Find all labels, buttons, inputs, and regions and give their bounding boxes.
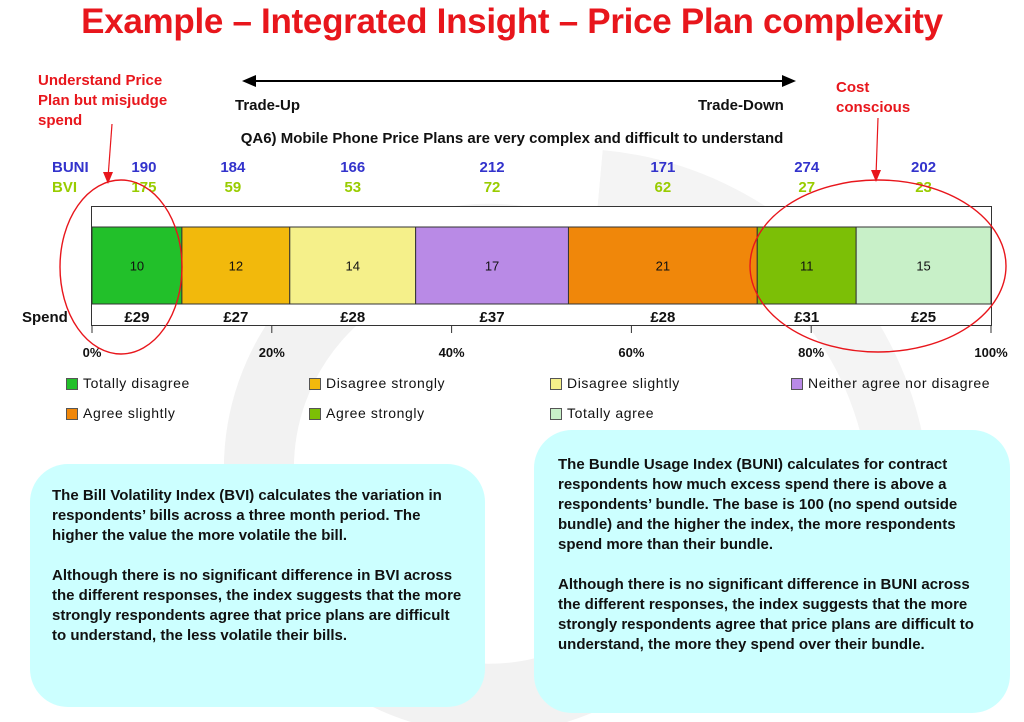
legend-label: Totally agree: [567, 405, 655, 421]
callout-line: conscious: [836, 99, 911, 116]
legend-swatch: [550, 378, 562, 391]
spend-value: £27: [223, 309, 248, 326]
bar-value-label: 11: [800, 259, 814, 274]
buni-row-label: BUNI: [52, 159, 89, 176]
bvi-info-box: The Bill Volatility Index (BVI) calculat…: [30, 464, 485, 707]
buni-value: 190: [131, 159, 157, 176]
trade-arrow: [242, 75, 796, 87]
bar-segment: [567, 226, 758, 305]
bvi-row-label: BVI: [52, 179, 78, 196]
buni-value: 212: [479, 159, 505, 176]
x-tick-label: 0%: [83, 345, 102, 360]
legend-label: Disagree strongly: [326, 375, 446, 391]
buni-values-row: 190 184 166 212 171 274 202: [0, 159, 1024, 179]
spend-value: £25: [911, 309, 936, 326]
bar-value-label: 10: [130, 259, 144, 274]
bvi-value: 72: [483, 179, 501, 196]
bvi-values-row: 175 59 53 72 62 27 23: [0, 179, 1024, 199]
legend-swatch: [66, 378, 78, 391]
callout-cost-conscious: Cost conscious: [836, 78, 910, 118]
legend-item: Neither agree nor disagree: [791, 375, 990, 391]
spend-value: £28: [650, 309, 675, 326]
legend-swatch: [550, 408, 562, 421]
buni-value: 202: [911, 159, 937, 176]
callout-line: spend: [38, 112, 83, 129]
x-tick-label: 60%: [618, 345, 644, 360]
trade-down-label: Trade-Down: [698, 97, 784, 114]
spend-value: £37: [480, 309, 505, 326]
buni-info-paragraph: The Bundle Usage Index (BUNI) calculates…: [558, 456, 958, 553]
bvi-value: 27: [798, 179, 816, 196]
legend-label: Totally disagree: [83, 375, 190, 391]
bar-segment: [855, 226, 992, 305]
chart-question: QA6) Mobile Phone Price Plans are very c…: [240, 130, 784, 147]
legend-item: Disagree slightly: [550, 375, 680, 391]
x-tick-label: 100%: [974, 345, 1008, 360]
bar-segment: [415, 226, 569, 305]
x-tick-label: 20%: [259, 345, 285, 360]
bar-value-label: 14: [345, 259, 359, 274]
callout-annotations: [59, 117, 1007, 355]
legend-item: Agree strongly: [309, 405, 425, 421]
spend-row-label: Spend: [22, 309, 68, 326]
trade-up-label: Trade-Up: [235, 97, 301, 114]
x-tick-label: 40%: [439, 345, 465, 360]
callout-line: Understand Price: [38, 72, 163, 89]
buni-info-box: The Bundle Usage Index (BUNI) calculates…: [534, 430, 1010, 713]
stacked-bar-chart: 10 £29 12 £27 14 £28 17 £37 21 £28 11 £31 15 £25 0% 20%…: [83, 226, 1008, 360]
bvi-value: 53: [344, 179, 362, 196]
buni-value: 274: [794, 159, 820, 176]
bar-segment: [289, 226, 417, 305]
legend-label: Agree strongly: [326, 405, 425, 421]
page-title: Example – Integrated Insight – Price Pla…: [81, 2, 943, 41]
legend-label: Disagree slightly: [567, 375, 680, 391]
bar-segment: [91, 226, 183, 305]
bar-value-label: 15: [916, 259, 930, 274]
bar-value-label: 21: [656, 259, 670, 274]
legend-item: Agree slightly: [66, 405, 175, 421]
legend-swatch: [791, 378, 803, 391]
bvi-value: 23: [915, 179, 932, 196]
legend-swatch: [309, 408, 321, 421]
bvi-value: 59: [224, 179, 242, 196]
spend-value: £31: [794, 309, 819, 326]
bar-value-label: 12: [229, 259, 243, 274]
bar-value-label: 17: [485, 259, 499, 274]
legend-item: Disagree strongly: [309, 375, 445, 391]
x-tick-label: 80%: [798, 345, 824, 360]
bar-segment: [181, 226, 291, 305]
buni-value: 184: [220, 159, 246, 176]
buni-value: 171: [650, 159, 676, 176]
spend-value: £29: [124, 309, 149, 326]
callout-line: Plan but misjudge: [38, 92, 168, 109]
legend-swatch: [309, 378, 321, 391]
legend-swatch: [66, 408, 78, 421]
legend-item: Totally agree: [550, 405, 654, 421]
legend-item: Totally disagree: [66, 375, 190, 391]
callout-line: Cost: [836, 79, 870, 96]
buni-info-paragraph: Although there is no significant differe…: [558, 576, 974, 653]
bvi-info-paragraph: The Bill Volatility Index (BVI) calculat…: [52, 487, 442, 544]
bar-segment: [756, 226, 857, 305]
bvi-value: 62: [654, 179, 672, 196]
legend-label: Neither agree nor disagree: [808, 375, 991, 391]
callout-misjudge-spend: Understand Price Plan but misjudge spend: [38, 71, 167, 131]
legend-label: Agree slightly: [83, 405, 176, 421]
bvi-info-paragraph: Although there is no significant differe…: [52, 567, 462, 644]
spend-value: £28: [340, 309, 365, 326]
buni-value: 166: [340, 159, 366, 176]
